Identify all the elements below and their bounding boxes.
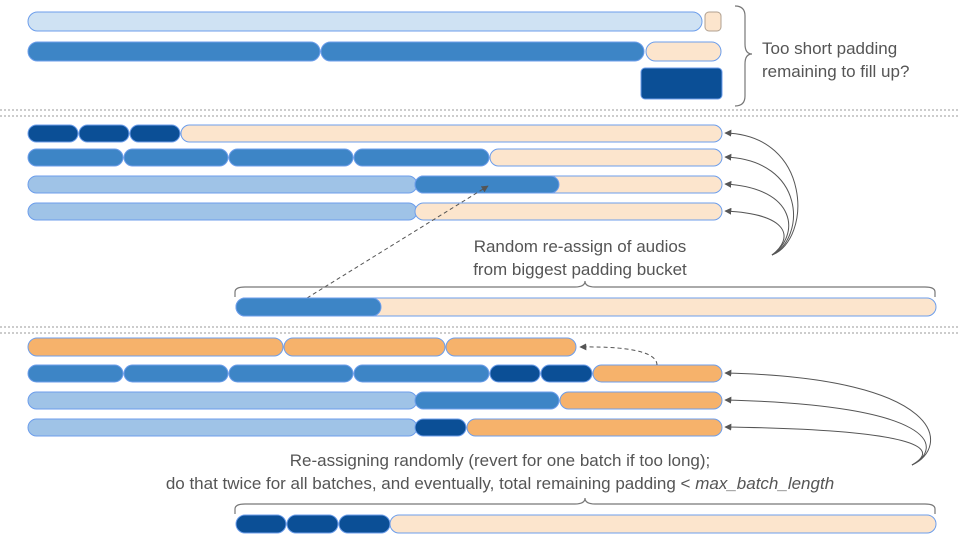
final-line-1: Re-assigning randomly (revert for one ba… — [289, 451, 711, 470]
final-caption: Re-assigning randomly (revert for one ba… — [60, 449, 940, 495]
batch-segment — [228, 148, 354, 167]
dashed-reassign-arrow — [306, 185, 489, 299]
reassigned-audio-segment — [466, 418, 723, 437]
section-1-batches — [27, 5, 753, 107]
batch-segment — [489, 364, 541, 383]
reassigned-audio-segment — [445, 337, 577, 357]
curved-arrow — [724, 396, 927, 466]
batch-segment — [78, 124, 130, 143]
reassign-line-2: from biggest padding bucket — [473, 260, 687, 279]
section-3-batches — [27, 337, 937, 534]
batch-segment — [414, 418, 467, 437]
batch-segment — [27, 11, 703, 32]
short-padding-question: Too short padding remaining to fill up? — [762, 37, 909, 83]
batch-segment — [129, 124, 181, 143]
reassigned-audio-segment — [414, 175, 560, 194]
batch-segment — [27, 418, 418, 437]
batch-segment — [27, 41, 321, 62]
batch-segment — [27, 175, 418, 194]
batch-segment — [353, 148, 490, 167]
curved-arrow — [724, 153, 794, 256]
batch-segment — [27, 124, 79, 143]
batch-segment — [235, 514, 287, 534]
padding-segment — [704, 11, 722, 32]
section-2-batches — [27, 124, 937, 317]
reassigned-audio-segment — [592, 364, 723, 383]
padding-segment — [645, 41, 722, 62]
batch-segment — [286, 514, 339, 534]
batch-segment — [353, 364, 490, 383]
batch-segment — [338, 514, 391, 534]
curved-arrow — [724, 423, 924, 466]
question-line-1: Too short padding — [762, 39, 898, 58]
batch-segment — [123, 364, 229, 383]
batch-segment — [27, 391, 418, 410]
final-line-2-prefix: do that twice for all batches, and event… — [165, 474, 691, 493]
horizontal-curly-brace — [234, 280, 936, 297]
right-curly-brace — [734, 5, 753, 107]
leftover-audio-segment — [640, 67, 723, 100]
horizontal-curly-brace — [234, 497, 936, 514]
curved-arrow — [724, 369, 931, 466]
padding-segment — [389, 514, 937, 534]
dashed-revert-arrow — [579, 343, 658, 366]
curved-arrow — [724, 207, 785, 256]
curved-arrow — [724, 129, 799, 256]
batch-segment — [27, 148, 124, 167]
batch-segment — [123, 148, 229, 167]
reassigned-audio-segment — [559, 391, 723, 410]
batch-segment — [414, 391, 560, 410]
batch-segment — [27, 364, 124, 383]
batch-segment — [27, 202, 418, 221]
padding-segment — [180, 124, 723, 143]
max-batch-length-var: max_batch_length — [695, 474, 835, 493]
question-line-2: remaining to fill up? — [762, 62, 910, 81]
batch-segment — [235, 297, 382, 317]
padding-segment — [489, 148, 723, 167]
reassigned-audio-segment — [283, 337, 446, 357]
reassign-caption: Random re-assign of audios from biggest … — [380, 235, 780, 281]
reassign-line-1: Random re-assign of audios — [473, 237, 687, 256]
reassigned-audio-segment — [27, 337, 284, 357]
batch-segment — [228, 364, 354, 383]
batch-segment — [540, 364, 593, 383]
padding-segment — [414, 202, 723, 221]
batch-segment — [320, 41, 645, 62]
